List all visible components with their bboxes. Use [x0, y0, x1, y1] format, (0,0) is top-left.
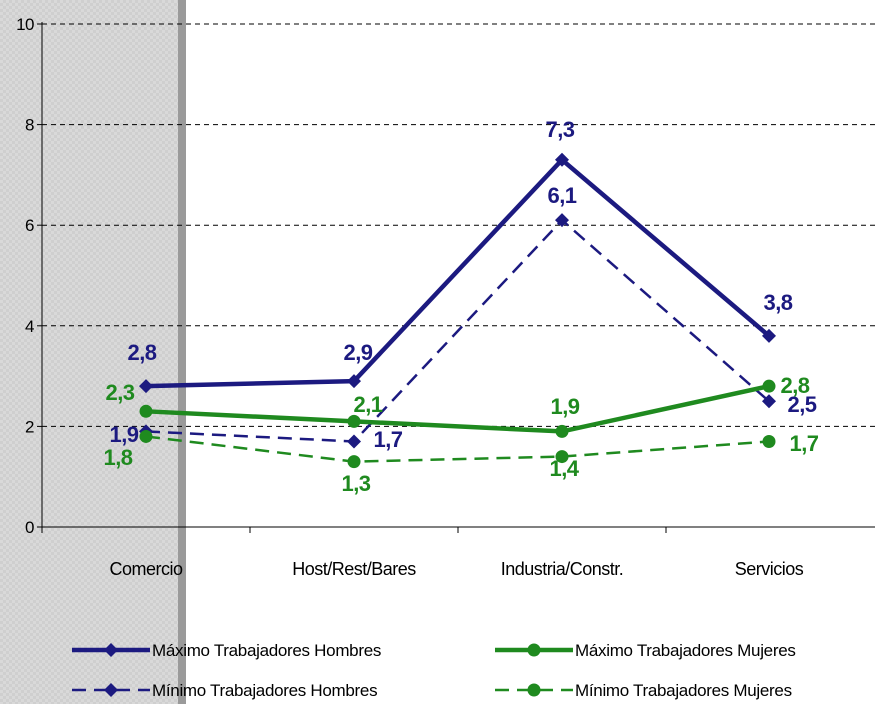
series-group: [139, 152, 776, 469]
data-label: 2,3: [105, 380, 134, 405]
data-point-marker: [762, 434, 776, 448]
data-point-marker: [762, 394, 776, 409]
legend-swatch-marker: [527, 643, 541, 657]
legend-swatch-marker: [104, 683, 118, 697]
series-2: [139, 379, 776, 438]
x-category-label: Host/Rest/Bares: [292, 559, 416, 579]
series-line: [145, 383, 770, 434]
legend-item: Mínimo Trabajadores Hombres: [72, 681, 378, 700]
legend-item: Mínimo Trabajadores Mujeres: [495, 681, 792, 700]
series-0: [139, 152, 776, 394]
legend-label: Máximo Trabajadores Hombres: [152, 641, 381, 660]
axes: [37, 22, 875, 533]
data-label: 3,8: [763, 290, 792, 315]
data-point-marker: [762, 328, 776, 343]
background-panel-edge: [178, 0, 186, 704]
legend-item: Máximo Trabajadores Hombres: [72, 641, 381, 660]
y-tick-labels: 0 2 4 6 8 10: [16, 15, 34, 537]
y-tick-label-0: 0: [25, 518, 34, 537]
data-label: 6,1: [547, 183, 576, 208]
x-category-labels: Comercio Host/Rest/Bares Industria/Constr.…: [109, 559, 804, 579]
data-label: 1,3: [341, 471, 370, 496]
legend: Máximo Trabajadores Hombres Máximo Trabaj…: [72, 641, 796, 700]
data-label: 2,1: [353, 392, 382, 417]
data-point-marker: [555, 213, 569, 228]
legend-label: Mínimo Trabajadores Hombres: [152, 681, 377, 700]
data-point-marker: [347, 414, 361, 428]
data-point-marker: [139, 429, 153, 443]
data-label: 2,8: [780, 373, 809, 398]
data-label: 1,9: [550, 394, 579, 419]
data-point-marker: [555, 450, 569, 464]
x-category-label: Comercio: [109, 559, 183, 579]
x-category-label: Servicios: [735, 559, 804, 579]
legend-swatch-marker: [104, 643, 118, 657]
series-3: [139, 429, 776, 469]
y-tick-label-4: 4: [25, 317, 34, 336]
series-line: [145, 435, 770, 463]
data-point-marker: [347, 434, 361, 449]
y-tick-label-6: 6: [25, 216, 34, 235]
legend-item: Máximo Trabajadores Mujeres: [495, 641, 796, 660]
legend-swatch-marker: [527, 683, 541, 697]
series-line: [145, 218, 770, 443]
gridlines: [42, 23, 875, 427]
series-1: [139, 213, 776, 449]
background-texture-panel: [0, 0, 185, 704]
data-point-marker: [762, 379, 776, 393]
data-point-marker: [139, 379, 153, 394]
data-point-marker: [347, 374, 361, 389]
data-label: 2,9: [343, 340, 372, 365]
data-label: 7,3: [545, 117, 574, 142]
data-label: 1,7: [789, 431, 818, 456]
y-tick-label-10: 10: [16, 15, 34, 34]
legend-label: Mínimo Trabajadores Mujeres: [575, 681, 792, 700]
data-label: 1,7: [373, 427, 402, 452]
x-category-label: Industria/Constr.: [501, 559, 624, 579]
data-label: 1,8: [103, 445, 132, 470]
data-label: 2,5: [787, 392, 816, 417]
series-line: [145, 157, 771, 389]
data-point-marker: [139, 404, 153, 418]
data-point-marker: [347, 455, 361, 469]
y-tick-label-8: 8: [25, 116, 34, 135]
data-label: 1,9: [109, 422, 138, 447]
y-tick-label-2: 2: [25, 417, 34, 436]
data-point-marker: [555, 152, 569, 167]
data-labels-group: 2,8 2,9 7,3 3,8 1,9 1,7 6,1 2,5 2,3 2,1 1,9 2,8 1,8 1…: [103, 117, 819, 496]
data-label: 2,8: [127, 340, 156, 365]
data-label: 1,4: [549, 456, 579, 481]
data-point-marker: [555, 424, 569, 438]
legend-label: Máximo Trabajadores Mujeres: [575, 641, 796, 660]
